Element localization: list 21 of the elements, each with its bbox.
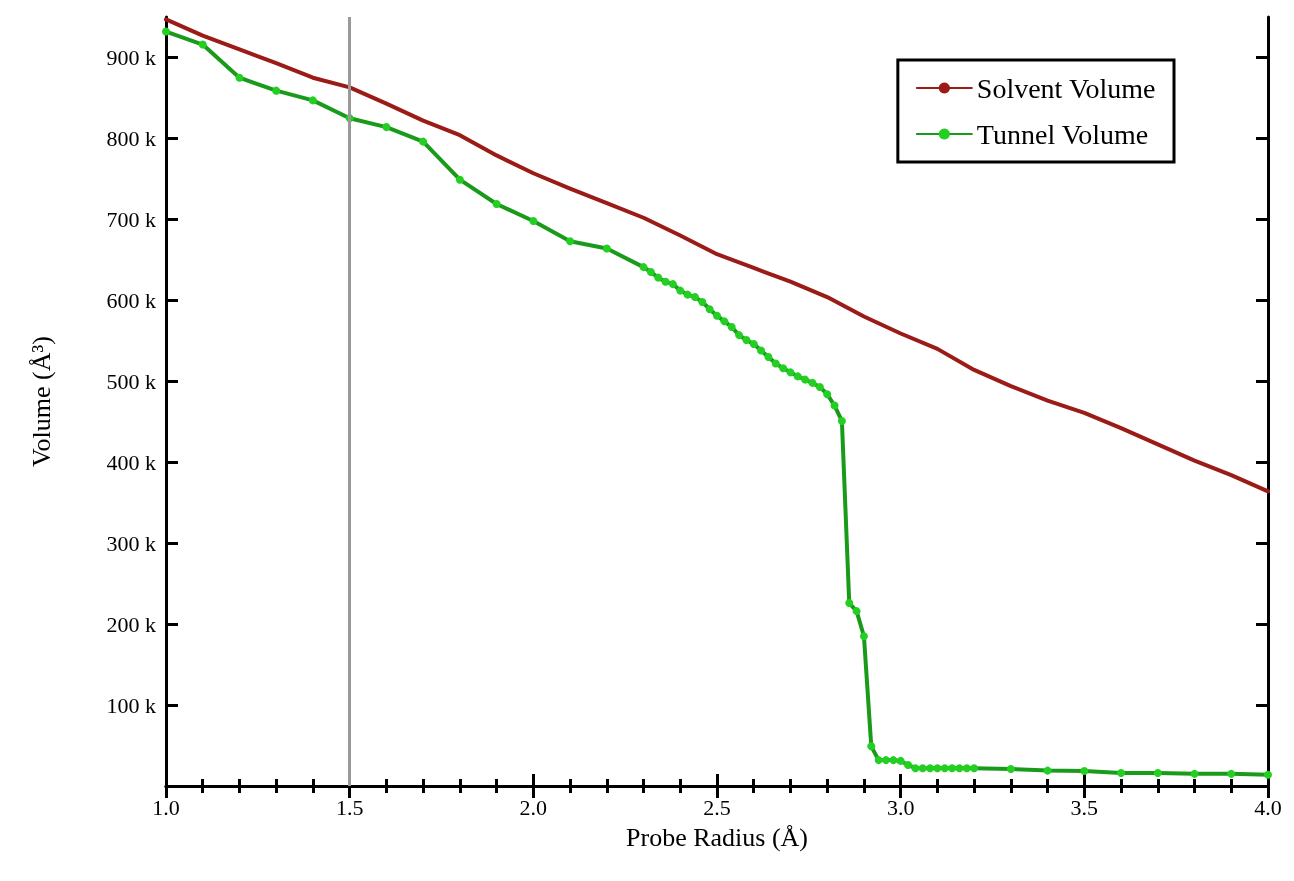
y-axis-title: Volume (Å³) bbox=[26, 336, 56, 467]
y-tick-label: 500 k bbox=[106, 368, 156, 394]
y-tick-label: 400 k bbox=[106, 449, 156, 475]
x-tick-label: 4.0 bbox=[1254, 794, 1282, 820]
y-tick-label: 900 k bbox=[106, 44, 156, 70]
y-tick-label: 800 k bbox=[106, 125, 156, 151]
x-axis-title: Probe Radius (Å) bbox=[626, 822, 808, 852]
y-tick-label: 100 k bbox=[106, 692, 156, 718]
y-tick-label: 700 k bbox=[106, 206, 156, 232]
x-tick-label: 3.0 bbox=[886, 794, 915, 820]
y-tick-label: 200 k bbox=[106, 611, 156, 637]
y-tick-label: 300 k bbox=[106, 530, 156, 556]
x-tick-label: 1.5 bbox=[335, 794, 364, 820]
line-series bbox=[164, 17, 1270, 494]
x-tick-label: 3.5 bbox=[1070, 794, 1099, 820]
legend-label: Tunnel Volume bbox=[976, 118, 1149, 150]
y-tick-label: 600 k bbox=[106, 287, 156, 313]
x-tick-label: 2.5 bbox=[703, 794, 731, 820]
x-tick-label: 2.0 bbox=[519, 794, 548, 820]
legend-label: Solvent Volume bbox=[976, 72, 1156, 104]
x-tick-label: 1.0 bbox=[152, 794, 180, 820]
